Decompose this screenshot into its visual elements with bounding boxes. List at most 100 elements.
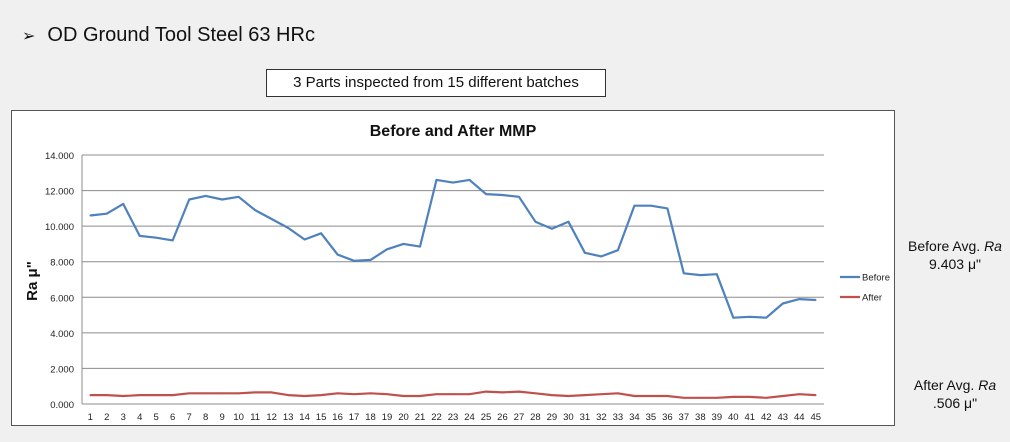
x-tick-label: 37 <box>679 412 690 423</box>
data-point-before <box>781 302 784 305</box>
data-point-after <box>567 395 570 397</box>
data-point-after <box>749 396 751 398</box>
data-point-before <box>650 204 652 207</box>
data-point-before <box>534 220 537 223</box>
data-point-after <box>732 396 735 398</box>
x-tick-label: 24 <box>464 412 475 423</box>
data-point-before <box>105 212 108 215</box>
data-point-before <box>221 198 223 201</box>
data-point-after <box>204 392 207 395</box>
data-point-after <box>254 391 256 394</box>
data-point-before <box>749 316 751 318</box>
x-tick-label: 38 <box>695 412 706 423</box>
x-tick-label: 26 <box>497 412 508 423</box>
after-average-value: .506 μ" <box>932 395 978 411</box>
data-point-before <box>320 232 322 235</box>
data-point-before <box>353 260 355 262</box>
data-point-before <box>188 198 190 201</box>
data-point-after <box>369 392 372 395</box>
data-point-after <box>221 392 223 395</box>
data-point-after <box>419 395 421 397</box>
x-tick-label: 28 <box>530 412 541 423</box>
data-point-before <box>204 195 207 197</box>
data-point-after <box>452 393 454 396</box>
x-tick-label: 1 <box>88 412 93 423</box>
legend-label-before: Before <box>862 273 890 284</box>
data-point-before <box>732 316 735 319</box>
x-tick-label: 34 <box>629 412 640 423</box>
x-tick-label: 12 <box>266 412 277 423</box>
series-lines <box>89 178 817 399</box>
data-point-before <box>600 255 603 258</box>
grid-lines <box>81 154 824 405</box>
x-tick-label: 2 <box>104 412 109 423</box>
arrow-bullet-icon: ➢ <box>22 26 36 45</box>
data-point-before <box>633 204 636 207</box>
data-point-after <box>320 394 322 396</box>
data-point-before <box>501 194 504 196</box>
data-point-before <box>254 209 256 211</box>
chart-container: Before and After MMP Ra μ" 0.000 2.000 4.0… <box>11 110 895 426</box>
legend-label-after: After <box>862 293 882 304</box>
inspection-note: 3 Parts inspected from 15 different batc… <box>266 69 606 97</box>
data-point-after <box>336 392 339 395</box>
data-point-before <box>452 181 454 184</box>
y-tick-label: 6.000 <box>50 293 74 304</box>
y-tick-label: 0.000 <box>50 400 74 411</box>
data-point-after <box>699 396 702 399</box>
x-tick-label: 29 <box>547 412 558 423</box>
y-tick-label: 12.000 <box>45 187 74 198</box>
x-tick-label: 25 <box>481 412 492 423</box>
x-tick-label: 30 <box>563 412 574 423</box>
slide-heading: ➢ OD Ground Tool Steel 63 HRc <box>22 24 315 47</box>
data-point-after <box>270 391 273 394</box>
x-tick-label: 13 <box>283 412 294 423</box>
data-point-before <box>402 243 405 245</box>
data-point-after <box>534 392 537 395</box>
data-point-before <box>138 235 141 237</box>
x-tick-label: 35 <box>646 412 657 423</box>
data-point-after <box>237 392 240 395</box>
data-point-after <box>584 394 586 396</box>
data-point-before <box>419 245 421 248</box>
data-point-after <box>798 393 801 396</box>
x-tick-label: 42 <box>761 412 772 423</box>
x-tick-label: 20 <box>398 412 409 423</box>
data-point-before <box>155 236 157 239</box>
y-tick-label: 2.000 <box>50 364 74 375</box>
data-point-after <box>765 396 768 399</box>
data-point-after <box>171 394 174 396</box>
x-tick-label: 15 <box>316 412 327 423</box>
data-point-before <box>683 272 685 275</box>
x-tick-label: 32 <box>596 412 607 423</box>
after-average-label: After Avg. <box>913 377 975 393</box>
x-tick-label: 10 <box>233 412 244 423</box>
data-point-after <box>814 394 817 396</box>
data-point-after <box>303 395 306 397</box>
data-point-after <box>287 394 289 396</box>
data-point-before <box>435 179 438 181</box>
data-point-after <box>666 395 669 397</box>
x-tick-label: 27 <box>514 412 525 423</box>
data-point-after <box>650 395 652 397</box>
x-tick-label: 17 <box>349 412 360 423</box>
data-point-before <box>518 195 520 198</box>
data-point-after <box>683 396 685 399</box>
x-tick-label: 40 <box>728 412 739 423</box>
data-point-after <box>122 395 125 397</box>
data-point-after <box>402 395 405 397</box>
data-point-after <box>716 396 718 399</box>
data-point-after <box>617 392 619 395</box>
data-point-before <box>485 193 487 195</box>
y-tick-label: 8.000 <box>50 258 74 269</box>
data-point-before <box>336 253 339 256</box>
data-point-before <box>122 203 125 205</box>
after-average-note: After Avg. Ra .506 μ" <box>900 376 1010 412</box>
data-point-after <box>105 394 108 396</box>
data-point-after <box>435 393 438 396</box>
x-tick-label: 6 <box>170 412 175 423</box>
data-point-after <box>468 393 471 396</box>
data-point-after <box>485 390 487 393</box>
data-point-before <box>270 218 273 220</box>
data-point-before <box>814 299 817 301</box>
